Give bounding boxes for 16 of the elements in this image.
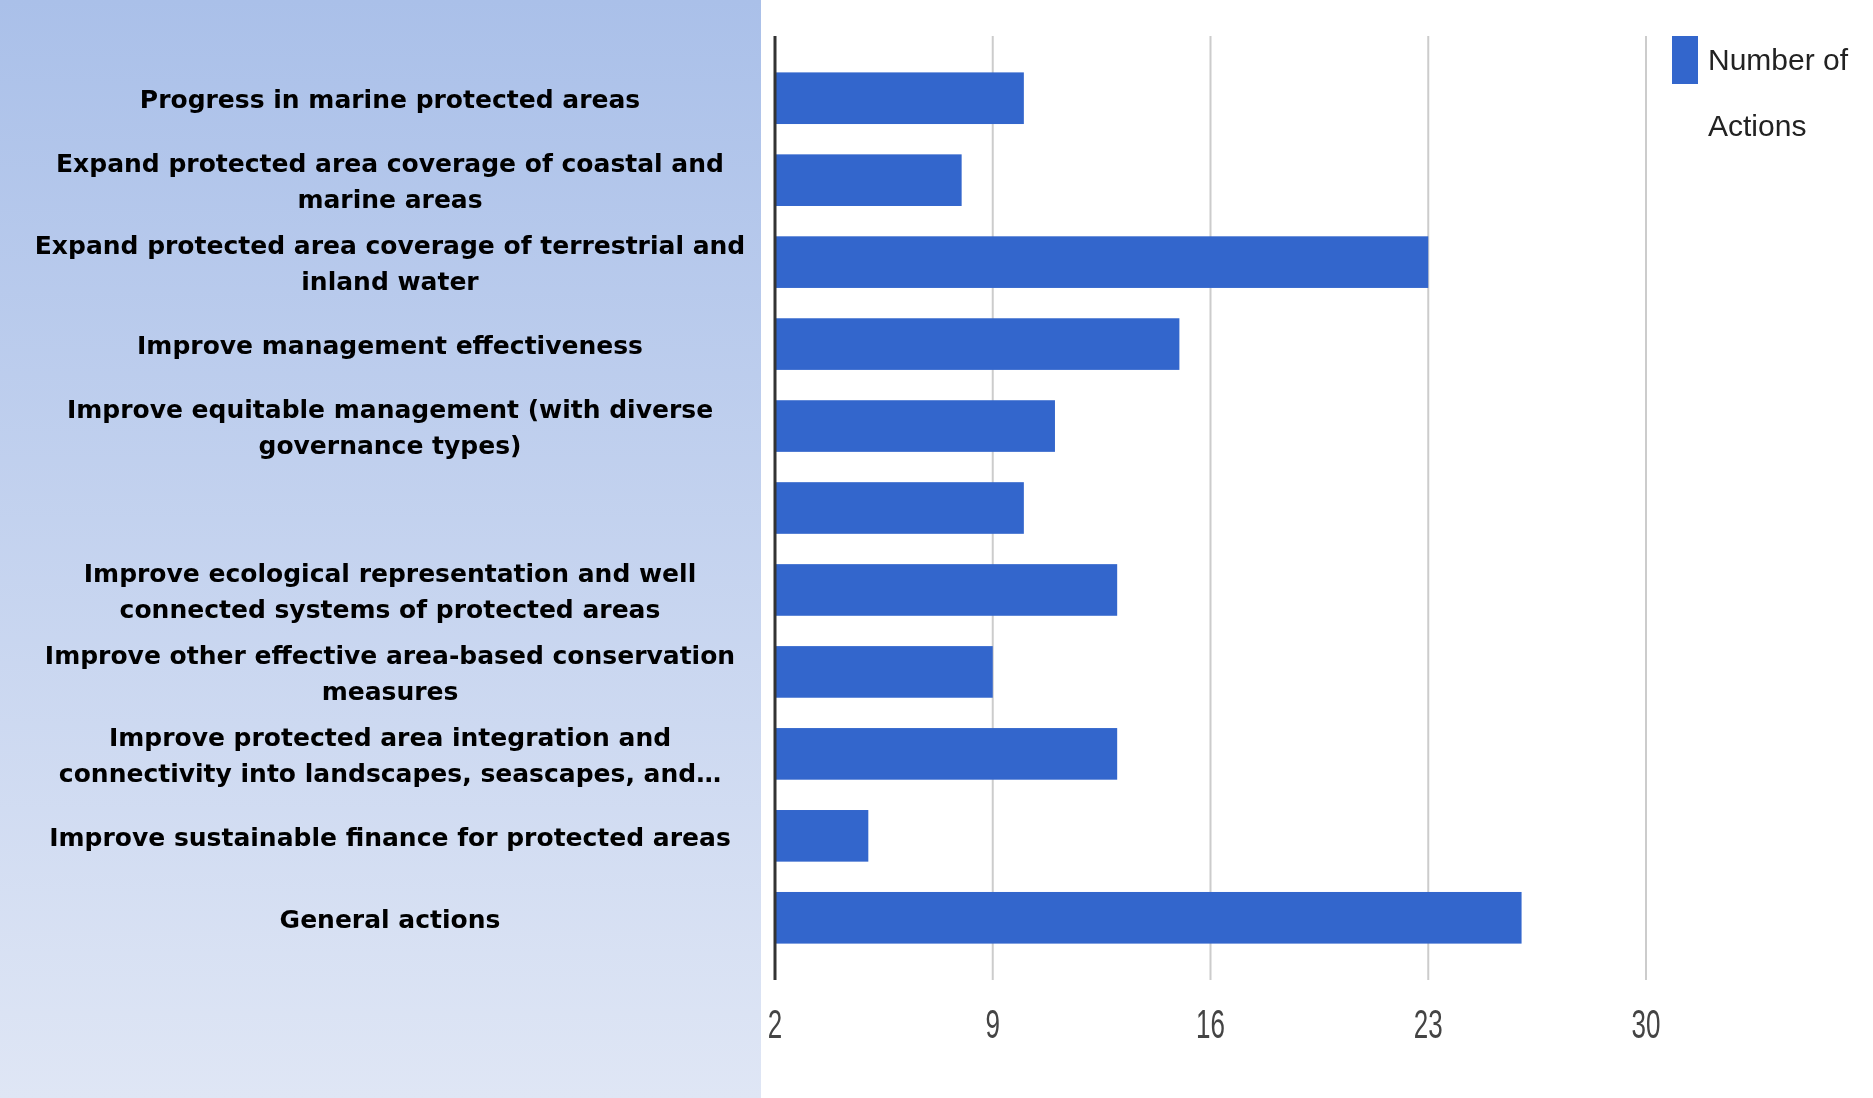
y-tick-label: Improve equitable management (with diverse governance types) — [66, 395, 714, 461]
y-tick-label: Improve ecological representation and well connected systems of protected areas — [83, 558, 697, 624]
y-tick-label: Expand protected area coverage of terrestrial and inland water — [34, 231, 746, 297]
x-tick-label: 16 — [1196, 1001, 1225, 1047]
y-tick-label: Improve protected area integration and connectivity into landscapes, seascapes, and… — [58, 722, 722, 788]
y-tick-label: Improve management effectiveness — [137, 331, 643, 361]
y-tick-label: General actions — [279, 904, 501, 934]
x-tick-label: 30 — [1631, 1001, 1661, 1047]
y-tick-label: Improve other effective area-based conservation measures — [44, 640, 736, 706]
x-tick-label: 9 — [985, 1001, 1000, 1047]
x-tick-label: 2 — [767, 1001, 783, 1047]
legend-label: Number of Actions — [1708, 43, 1849, 142]
y-tick-label: Progress in marine protected areas — [139, 85, 641, 115]
x-tick-label: 23 — [1413, 1001, 1443, 1047]
y-tick-label: Expand protected area coverage of coastal and marine areas — [56, 149, 724, 215]
y-tick-label: Improve sustainable finance for protected areas — [49, 822, 731, 852]
